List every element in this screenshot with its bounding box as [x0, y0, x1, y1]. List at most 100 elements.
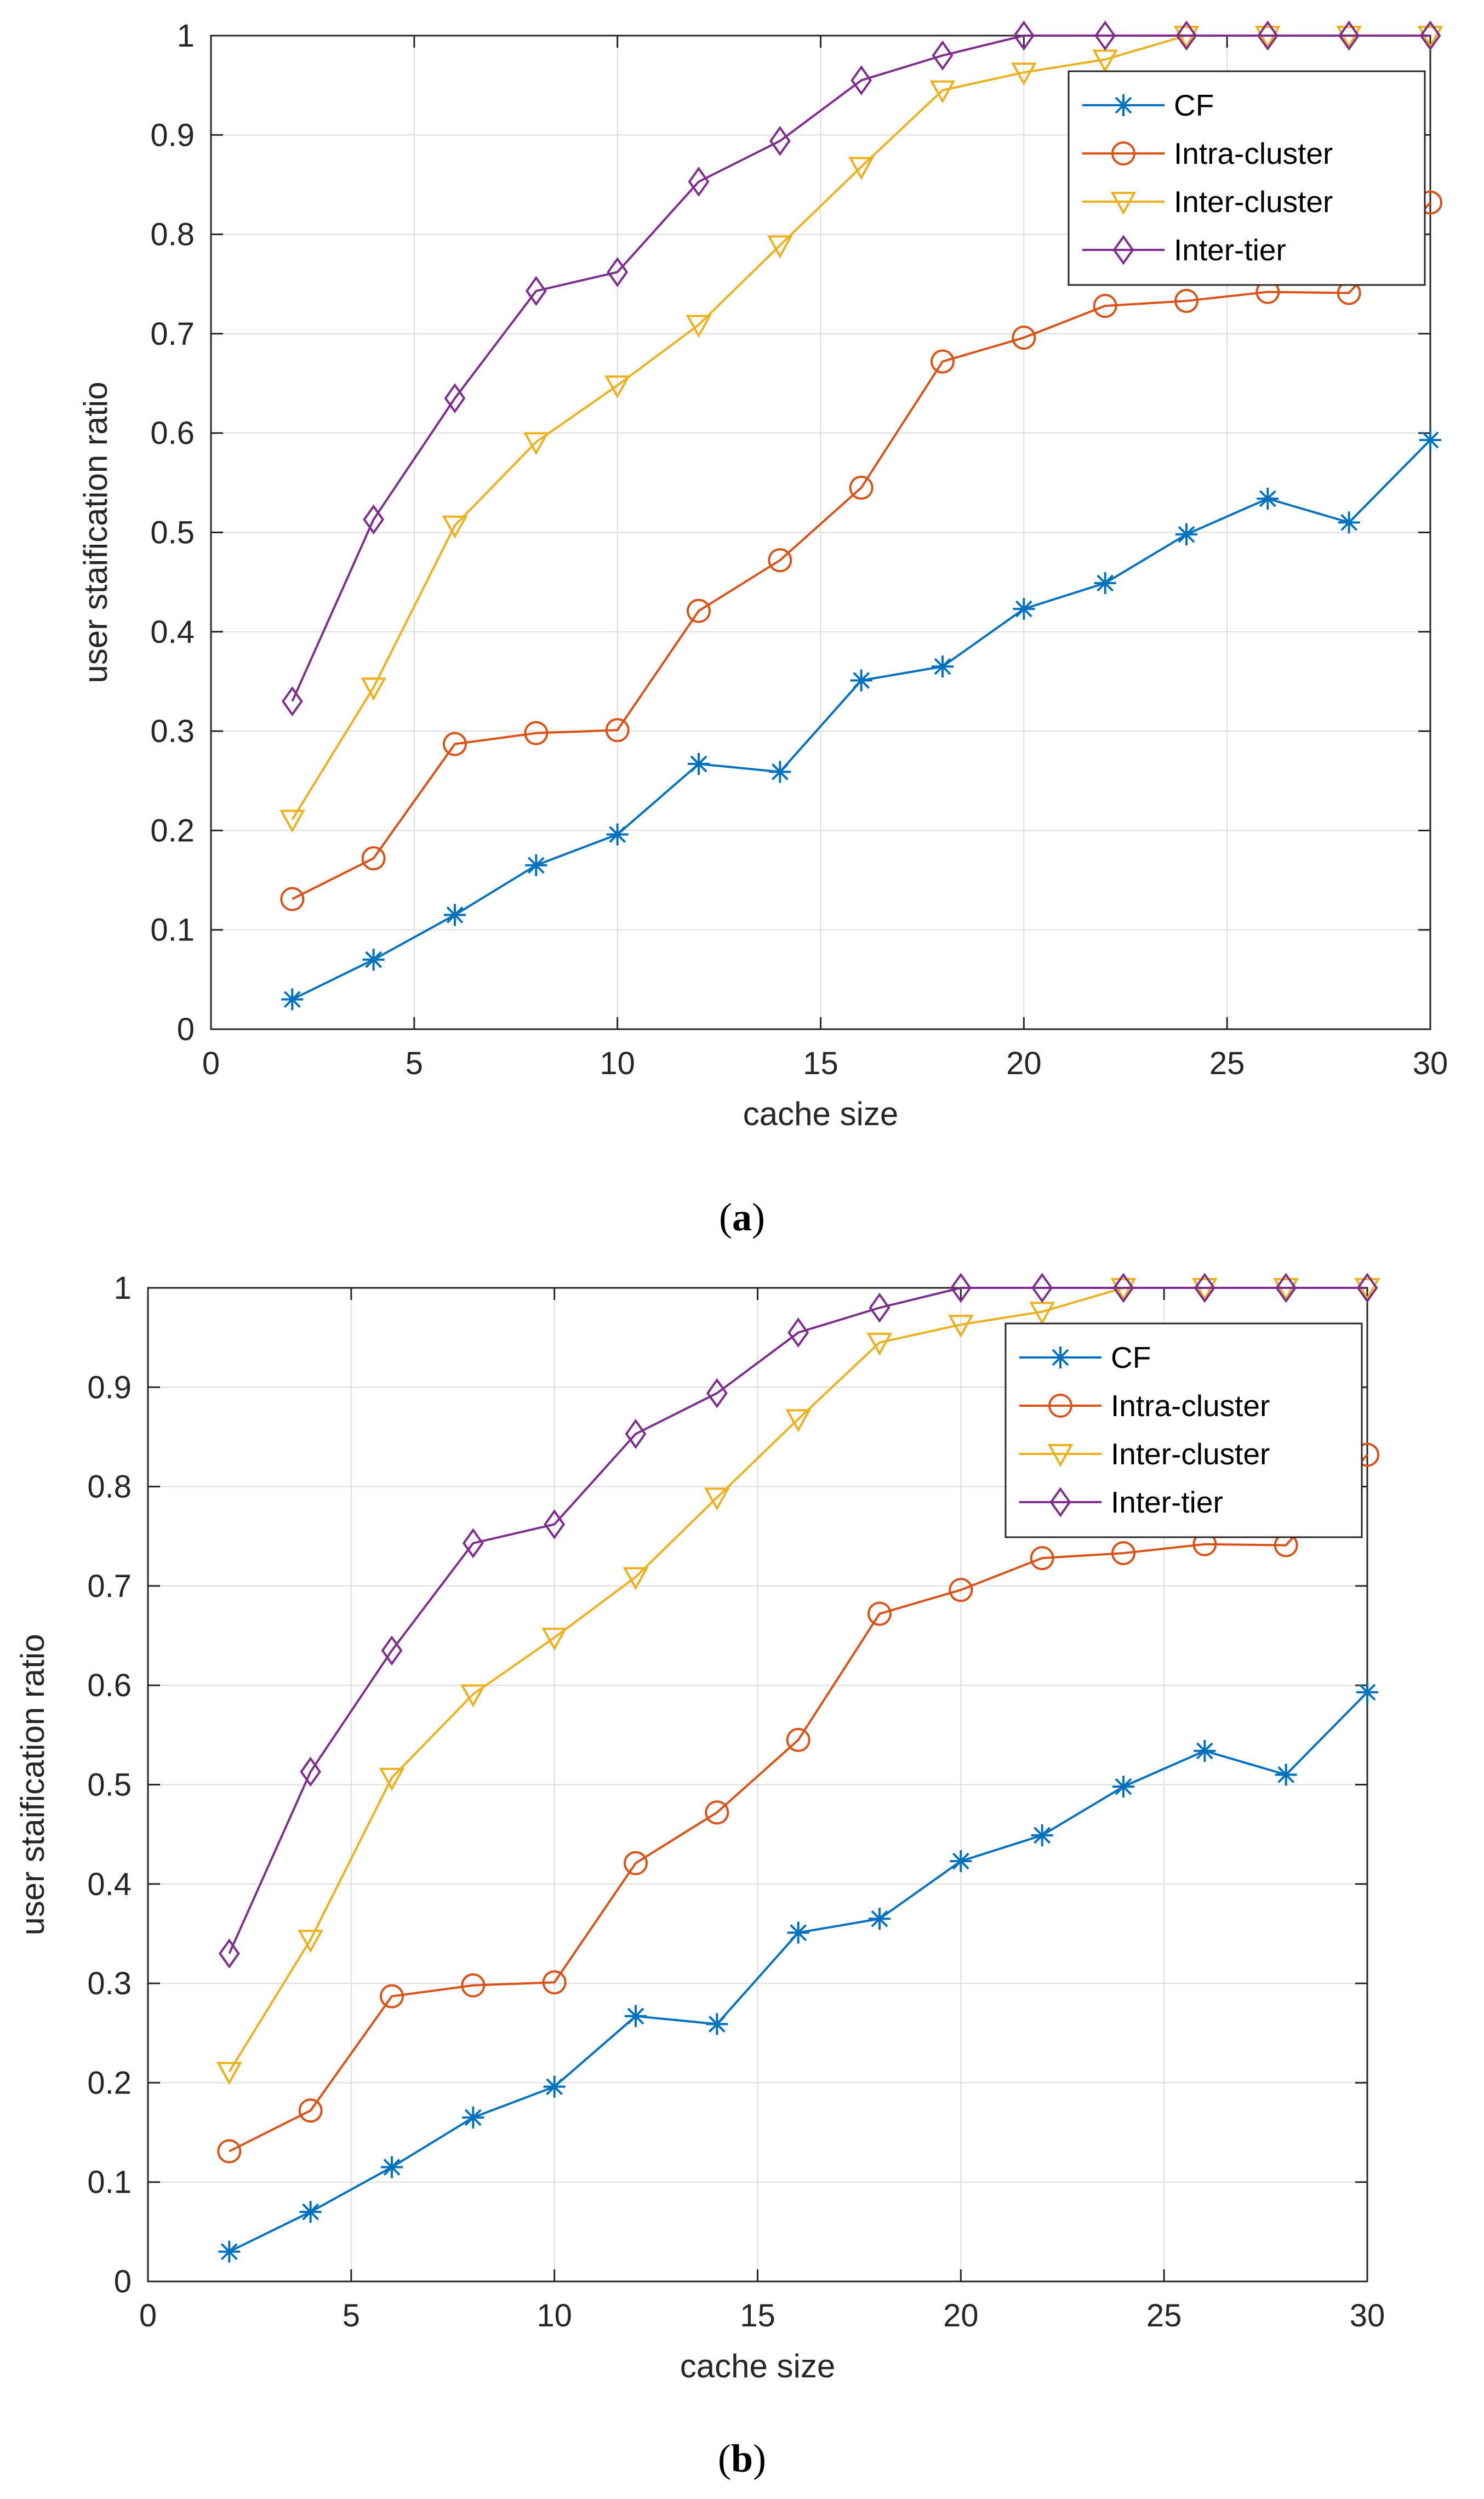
y-tick-label: 0	[114, 2264, 132, 2300]
chart-caption: (b)	[718, 2437, 766, 2480]
data-point	[851, 65, 872, 96]
data-point	[1419, 20, 1441, 51]
legend-label: Inter-tier	[1111, 1485, 1223, 1519]
y-tick-label: 0.4	[87, 1867, 132, 1902]
y-tick-label: 0.6	[87, 1668, 132, 1703]
data-point	[218, 1938, 240, 1969]
data-point	[379, 1767, 405, 1791]
data-point	[216, 2062, 242, 2085]
y-axis-label: user staification ratio	[77, 381, 114, 683]
data-point	[849, 475, 874, 500]
data-point	[524, 721, 549, 745]
y-tick-label: 0.9	[150, 117, 195, 153]
data-point	[786, 1727, 811, 1752]
legend-marker	[1111, 141, 1135, 166]
data-point	[625, 2005, 647, 2027]
y-tick-label: 1	[177, 18, 195, 54]
data-point	[280, 887, 305, 911]
data-point	[1175, 20, 1197, 51]
data-point	[687, 598, 711, 623]
data-point	[217, 2139, 242, 2164]
data-point	[1112, 1273, 1134, 1303]
data-point	[1257, 487, 1279, 510]
legend-marker	[1048, 1394, 1072, 1418]
data-point	[769, 761, 791, 783]
data-point	[605, 718, 630, 743]
y-tick-label: 0.9	[87, 1370, 132, 1405]
legend: CF Intra-cluster Inter-cluster Inter-tier	[1068, 70, 1426, 286]
data-point	[768, 548, 792, 573]
data-point	[279, 809, 305, 833]
chart-caption: (a)	[719, 1195, 765, 1239]
y-tick-label: 0.1	[150, 912, 195, 948]
data-point	[950, 1273, 972, 1303]
caption-open: (	[718, 2437, 731, 2480]
legend-marker	[1049, 1487, 1071, 1517]
legend-label: CF	[1174, 88, 1214, 122]
data-point	[1338, 511, 1360, 534]
legend-label: CF	[1111, 1340, 1151, 1374]
data-point	[931, 349, 955, 374]
data-point	[1011, 62, 1037, 86]
x-tick-label: 25	[1146, 2298, 1182, 2333]
x-tick-label: 20	[1006, 1046, 1042, 1081]
data-point	[625, 1419, 647, 1449]
y-tick-label: 0.3	[150, 714, 195, 749]
series-inter-tier	[218, 1273, 1378, 1969]
data-point	[541, 1628, 568, 1651]
x-axis-label: cache size	[743, 1096, 898, 1132]
data-point	[1031, 1824, 1053, 1846]
x-tick-label: 15	[740, 2298, 775, 2333]
data-point	[785, 1409, 812, 1433]
data-point	[542, 1970, 567, 1995]
data-point	[929, 80, 956, 104]
data-point	[544, 1509, 566, 1539]
y-axis-label: user staification ratio	[14, 1634, 51, 1935]
x-tick-label: 10	[600, 1046, 635, 1081]
data-point	[381, 2156, 403, 2178]
ticks: 0 5 10 15 20 25 30 0 0.1 0.2 0.3 0.4 0.5 0.6 0.7 0.8 0.9…	[150, 18, 1448, 1081]
data-point	[767, 235, 793, 259]
data-point	[1194, 1273, 1215, 1303]
data-point	[688, 752, 710, 775]
data-point	[949, 1578, 973, 1602]
x-tick-label: 25	[1209, 1046, 1245, 1081]
legend-entry: Intra-cluster	[1019, 1389, 1270, 1423]
data-point	[462, 2106, 484, 2129]
caption-open: (	[719, 1195, 732, 1239]
legend: CF Intra-cluster Inter-cluster Inter-tier	[1004, 1322, 1363, 1538]
data-point	[442, 515, 468, 539]
data-point	[461, 1973, 486, 1998]
data-point	[1174, 289, 1198, 313]
data-point	[950, 1850, 972, 1873]
legend-label: Intra-cluster	[1111, 1389, 1270, 1423]
data-point	[1029, 1302, 1055, 1325]
legend-entry: Inter-tier	[1019, 1485, 1223, 1519]
data-point	[363, 504, 385, 535]
data-point	[1031, 1273, 1053, 1303]
data-point	[932, 40, 954, 71]
caption-letter: b	[731, 2437, 753, 2480]
series-line	[292, 202, 1431, 900]
y-tick-label: 0.8	[87, 1469, 132, 1505]
data-point	[1356, 1273, 1378, 1303]
data-point	[867, 1601, 892, 1626]
data-point	[606, 823, 629, 846]
x-tick-label: 10	[536, 2298, 572, 2333]
legend-entry: Inter-cluster	[1082, 185, 1333, 219]
data-point	[362, 949, 385, 971]
data-point	[460, 1684, 486, 1708]
legend-label: Intra-cluster	[1174, 136, 1333, 170]
x-tick-label: 30	[1413, 1046, 1448, 1081]
data-point	[1094, 572, 1116, 594]
data-point	[281, 988, 304, 1011]
data-point	[218, 2240, 241, 2263]
data-point	[299, 2201, 322, 2223]
data-point	[1338, 20, 1360, 51]
data-point	[443, 732, 467, 756]
series-cf	[218, 1681, 1378, 2263]
data-point	[380, 1984, 404, 2009]
series-line	[291, 35, 1430, 702]
series-cf	[281, 429, 1441, 1011]
